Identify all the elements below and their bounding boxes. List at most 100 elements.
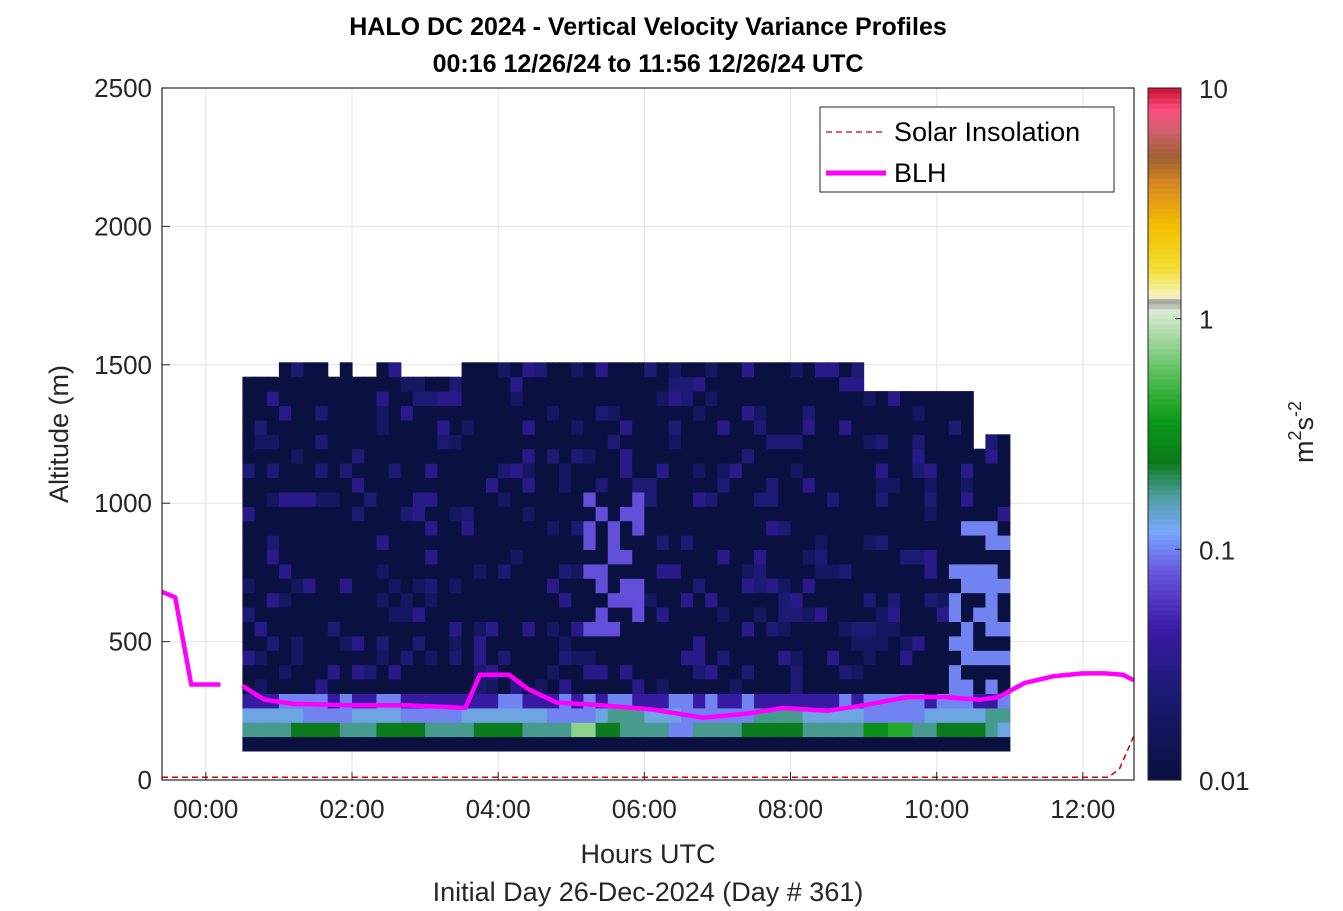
heatmap-cell xyxy=(498,707,511,723)
heatmap-cell xyxy=(900,650,913,666)
heatmap-cell xyxy=(412,635,426,651)
heatmap-cell xyxy=(303,664,317,680)
heatmap-cell xyxy=(741,520,755,536)
colorbar-step xyxy=(1148,579,1181,586)
heatmap-cell xyxy=(376,535,390,550)
heatmap-cell xyxy=(961,463,974,479)
heatmap-cell xyxy=(486,362,499,378)
heatmap-cell xyxy=(948,679,962,694)
heatmap-cell xyxy=(717,736,731,752)
heatmap-cell xyxy=(766,362,779,378)
heatmap-cell xyxy=(693,434,706,450)
heatmap-cell xyxy=(607,650,621,666)
heatmap-cell xyxy=(632,607,645,622)
heatmap-cell xyxy=(303,448,317,464)
heatmap-cell xyxy=(510,578,524,594)
heatmap-cell xyxy=(632,592,645,608)
x-tick-label-5: 10:00 xyxy=(904,794,969,824)
heatmap-cell xyxy=(266,592,280,608)
heatmap-cell xyxy=(973,506,986,522)
heatmap-cell xyxy=(571,621,585,637)
heatmap-cell xyxy=(936,391,950,407)
heatmap-cell xyxy=(461,391,475,407)
heatmap-cell xyxy=(510,607,524,622)
heatmap-cell xyxy=(863,722,877,738)
heatmap-cell xyxy=(473,535,487,550)
heatmap-cell xyxy=(888,563,901,579)
heatmap-cell xyxy=(888,491,901,507)
heatmap-cell xyxy=(303,578,317,594)
heatmap-cell xyxy=(461,506,475,522)
heatmap-cell xyxy=(875,736,889,752)
heatmap-cell xyxy=(705,722,718,738)
heatmap-cell xyxy=(632,693,645,709)
heatmap-cell xyxy=(741,419,755,435)
heatmap-cell xyxy=(583,520,597,536)
heatmap-cell xyxy=(912,520,926,536)
heatmap-cell xyxy=(997,707,1011,723)
colorbar-step xyxy=(1148,148,1181,154)
heatmap-cell xyxy=(473,549,487,565)
heatmap-cell xyxy=(291,592,304,608)
heatmap-cell xyxy=(303,549,317,565)
heatmap-cell xyxy=(912,736,926,752)
heatmap-cell xyxy=(498,506,511,522)
heatmap-cell xyxy=(973,722,986,738)
colorbar-step xyxy=(1148,143,1181,149)
heatmap-cell xyxy=(717,419,731,435)
heatmap-cell xyxy=(254,650,268,666)
heatmap-cell xyxy=(717,376,731,392)
heatmap-cell xyxy=(352,563,365,579)
heatmap-cell xyxy=(790,650,804,666)
heatmap-cell xyxy=(412,563,426,579)
heatmap-cell xyxy=(400,520,414,536)
heatmap-cell xyxy=(546,679,560,694)
heatmap-cell xyxy=(827,448,840,464)
heatmap-cell xyxy=(278,635,292,651)
heatmap-cell xyxy=(790,592,804,608)
heatmap-cell xyxy=(339,419,353,435)
heatmap-cell xyxy=(693,419,706,435)
heatmap-cell xyxy=(620,722,633,738)
heatmap-cell xyxy=(668,448,682,464)
heatmap-cell xyxy=(851,650,865,666)
heatmap-cell xyxy=(437,679,451,694)
colorbar-step xyxy=(1148,764,1181,771)
heatmap-cell xyxy=(985,535,999,550)
heatmap-cell xyxy=(534,477,548,493)
heatmap-cell xyxy=(802,520,816,536)
heatmap-cell xyxy=(644,578,658,594)
heatmap-cell xyxy=(400,736,414,752)
heatmap-cell xyxy=(961,607,974,622)
heatmap-cell xyxy=(327,391,341,407)
heatmap-cell xyxy=(656,607,670,622)
heatmap-cell xyxy=(717,693,731,709)
heatmap-cell xyxy=(717,650,731,666)
heatmap-cell xyxy=(632,578,645,594)
heatmap-cell xyxy=(546,578,560,594)
heatmap-cell xyxy=(851,419,865,435)
heatmap-cell xyxy=(254,563,268,579)
heatmap-cell xyxy=(510,419,524,435)
heatmap-cell xyxy=(437,376,451,392)
heatmap-cell xyxy=(607,448,621,464)
heatmap-cell xyxy=(644,592,658,608)
heatmap-cell xyxy=(559,563,572,579)
heatmap-cell xyxy=(461,376,475,392)
heatmap-cell xyxy=(900,434,913,450)
heatmap-cell xyxy=(705,664,718,680)
heatmap-cell xyxy=(498,736,511,752)
heatmap-cell xyxy=(595,607,609,622)
heatmap-cell xyxy=(839,419,852,435)
heatmap-cell xyxy=(388,434,402,450)
heatmap-cell xyxy=(620,592,633,608)
heatmap-cell xyxy=(973,707,986,723)
colorbar-step xyxy=(1148,484,1181,490)
heatmap-cell xyxy=(315,419,329,435)
heatmap-cell xyxy=(291,621,304,637)
heatmap-cell xyxy=(498,650,511,666)
colorbar-step xyxy=(1148,228,1181,235)
heatmap-cell xyxy=(656,693,670,709)
heatmap-cell xyxy=(315,448,329,464)
